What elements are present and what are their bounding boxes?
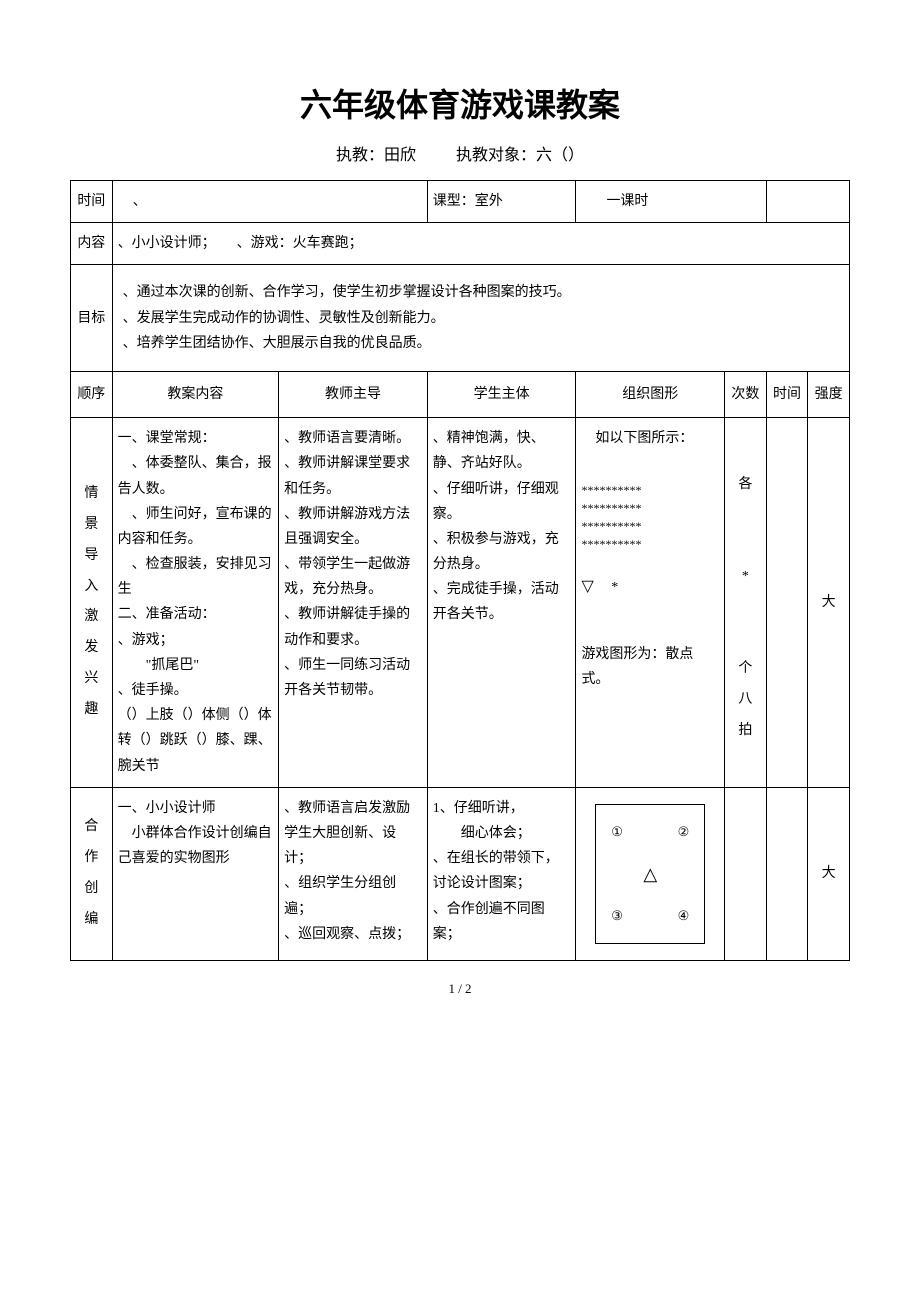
- section2-intensity: 大: [808, 787, 850, 960]
- circle-2-icon: ②: [678, 820, 690, 843]
- section2-row: 合作创编 一、小小设计师 小群体合作设计创编自己喜爱的实物图形 、教师语言启发激…: [71, 787, 850, 960]
- section2-count: [725, 787, 767, 960]
- section1-student: 、精神饱满，快、静、齐站好队。 、仔细听讲，仔细观察。 、积极参与游戏，充分热身…: [427, 418, 576, 788]
- section1-label: 情景导入激发兴趣: [71, 418, 113, 788]
- triangle-down-icon: ▽: [581, 573, 593, 602]
- section1-count: 各*个八拍: [725, 418, 767, 788]
- lesson-table: 时间 、 课型：室外 一课时 内容 、小小设计师； 、游戏：火车赛跑； 目标 、…: [70, 180, 850, 961]
- time-row: 时间 、 课型：室外 一课时: [71, 181, 850, 223]
- type-cell: 课型：室外: [427, 181, 576, 223]
- section1-content: 一、课堂常规： 、体委整队、集合，报告人数。 、师生问好，宣布课的内容和任务。 …: [112, 418, 279, 788]
- formation-diagram: ① ② △ ③ ④: [595, 804, 705, 944]
- th-student: 学生主体: [427, 371, 576, 417]
- section2-formation: ① ② △ ③ ④: [576, 787, 725, 960]
- circle-4-icon: ④: [678, 904, 690, 927]
- page-number: 1 / 2: [70, 981, 850, 997]
- formation-intro: 如以下图所示：: [581, 426, 719, 451]
- goal-label: 目标: [71, 265, 113, 372]
- section1-time: [766, 418, 808, 788]
- empty-cell: [766, 181, 849, 223]
- circle-3-icon: ③: [611, 904, 623, 927]
- th-time: 时间: [766, 371, 808, 417]
- triangle-up-icon: △: [643, 858, 657, 890]
- triangle-row: ▽ *: [581, 573, 719, 602]
- goal-row: 目标 、通过本次课的创新、合作学习，使学生初步掌握设计各种图案的技巧。 、发展学…: [71, 265, 850, 372]
- section1-formation: 如以下图所示： ********** ********** **********…: [576, 418, 725, 788]
- time-value: 、: [112, 181, 427, 223]
- th-formation: 组织图形: [576, 371, 725, 417]
- section2-teacher: 、教师语言启发激励学生大胆创新、设计； 、组织学生分组创遍； 、巡回观察、点拨；: [279, 787, 428, 960]
- content-value: 、小小设计师； 、游戏：火车赛跑；: [112, 223, 849, 265]
- period-cell: 一课时: [576, 181, 766, 223]
- star-single: *: [611, 580, 618, 595]
- goal-value: 、通过本次课的创新、合作学习，使学生初步掌握设计各种图案的技巧。 、发展学生完成…: [112, 265, 849, 372]
- th-order: 顺序: [71, 371, 113, 417]
- subtitle: 执教：田欣 执教对象：六（）: [70, 141, 850, 165]
- stars-diagram: ********** ********** ********** *******…: [581, 481, 719, 553]
- section1-row: 情景导入激发兴趣 一、课堂常规： 、体委整队、集合，报告人数。 、师生问好，宣布…: [71, 418, 850, 788]
- th-intensity: 强度: [808, 371, 850, 417]
- formation-note: 游戏图形为：散点式。: [581, 642, 719, 692]
- target-label: 执教对象：: [456, 147, 536, 164]
- th-count: 次数: [725, 371, 767, 417]
- target-value: 六（）: [536, 147, 584, 164]
- section1-intensity: 大: [808, 418, 850, 788]
- content-label: 内容: [71, 223, 113, 265]
- page-title: 六年级体育游戏课教案: [70, 80, 850, 126]
- time-label: 时间: [71, 181, 113, 223]
- header-row: 顺序 教案内容 教师主导 学生主体 组织图形 次数 时间 强度: [71, 371, 850, 417]
- th-content: 教案内容: [112, 371, 279, 417]
- section2-time: [766, 787, 808, 960]
- section1-teacher: 、教师语言要清晰。 、教师讲解课堂要求和任务。 、教师讲解游戏方法且强调安全。 …: [279, 418, 428, 788]
- section2-student: 1、仔细听讲， 细心体会； 、在组长的带领下，讨论设计图案； 、合作创遍不同图案…: [427, 787, 576, 960]
- th-teacher: 教师主导: [279, 371, 428, 417]
- teacher-label: 执教：: [336, 147, 384, 164]
- circle-1-icon: ①: [611, 820, 623, 843]
- section2-content: 一、小小设计师 小群体合作设计创编自己喜爱的实物图形: [112, 787, 279, 960]
- teacher-name: 田欣: [384, 147, 416, 164]
- section2-label: 合作创编: [71, 787, 113, 960]
- content-row: 内容 、小小设计师； 、游戏：火车赛跑；: [71, 223, 850, 265]
